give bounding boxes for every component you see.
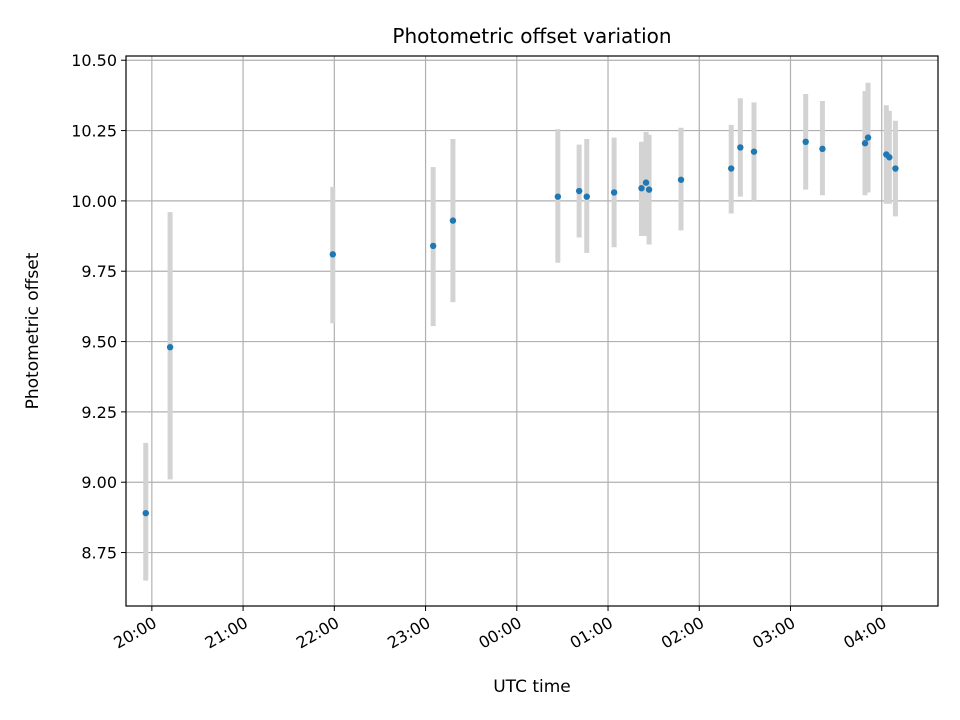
data-point: [819, 145, 826, 153]
data-point: [610, 189, 618, 196]
x-tick-label: 03:00: [749, 613, 798, 653]
data-point: [727, 165, 735, 172]
x-tick-label: 00:00: [475, 613, 524, 653]
data-point: [166, 343, 174, 351]
x-axis: 20:00 21:00 22:00 23:00 00:00 01:00 02:00 03:00…: [110, 606, 890, 653]
y-tick-label: 9.25: [81, 403, 117, 422]
data-point: [554, 193, 562, 200]
data-points: [142, 134, 899, 517]
data-point: [645, 186, 653, 193]
x-tick-label: 21:00: [202, 613, 251, 653]
data-point: [638, 185, 645, 192]
data-point: [575, 187, 583, 195]
x-tick-label: 02:00: [658, 613, 707, 653]
chart-title: Photometric offset variation: [392, 24, 671, 48]
y-axis-label: Photometric offset: [23, 252, 43, 409]
data-point: [429, 242, 437, 250]
data-point: [737, 144, 744, 151]
data-point: [892, 165, 899, 172]
data-point: [642, 179, 650, 186]
x-tick-label: 20:00: [110, 613, 159, 653]
y-tick-label: 9.75: [81, 262, 117, 281]
data-point: [886, 154, 893, 161]
x-tick-label: 04:00: [840, 613, 889, 653]
y-tick-label: 8.75: [81, 544, 117, 563]
x-axis-label: UTC time: [493, 677, 571, 697]
x-tick-label: 01:00: [567, 613, 616, 653]
y-axis: 8.75 9.00 9.25 9.50 9.75 10.00 10.25 10.50: [71, 51, 126, 563]
y-tick-label: 9.50: [81, 333, 117, 352]
data-point: [864, 134, 872, 141]
data-point: [802, 138, 809, 146]
y-tick-label: 10.00: [71, 192, 117, 211]
data-point: [329, 251, 337, 258]
y-tick-label: 9.00: [81, 473, 117, 492]
y-tick-label: 10.25: [71, 122, 117, 141]
data-point: [750, 148, 758, 155]
data-point: [142, 509, 149, 517]
data-point: [583, 193, 590, 200]
plot-frame: [125, 55, 939, 607]
data-point: [449, 217, 457, 224]
plot-background: [126, 56, 938, 606]
grid: [126, 56, 938, 606]
data-point: [677, 176, 685, 183]
x-tick-label: 23:00: [384, 613, 433, 653]
x-tick-label: 22:00: [293, 613, 342, 653]
y-tick-label: 10.50: [71, 51, 117, 70]
data-point: [861, 140, 869, 147]
